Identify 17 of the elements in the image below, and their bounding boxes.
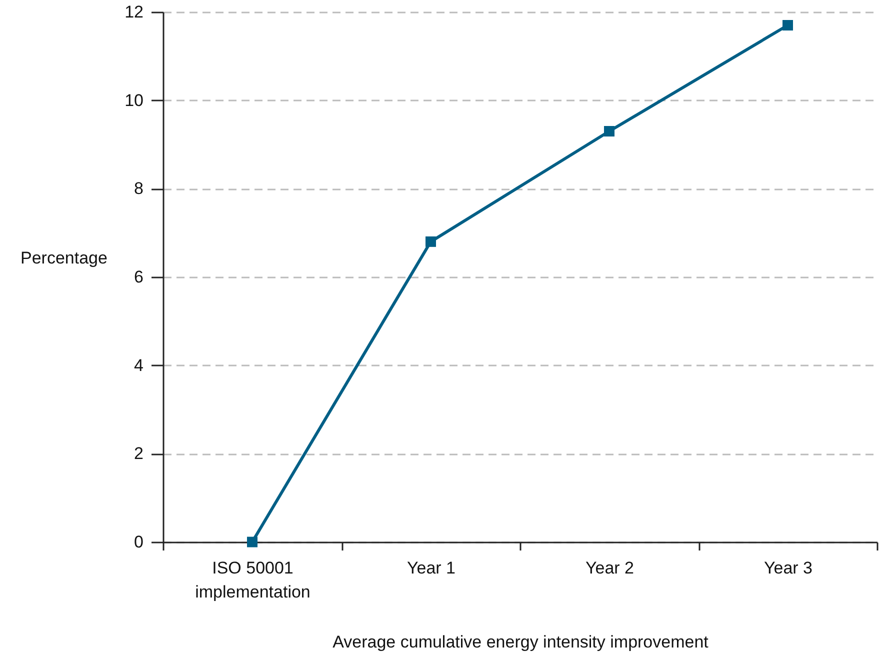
y-tick-label: 12	[124, 2, 144, 22]
x-tick-label: ISO 50001 implementation	[195, 558, 310, 602]
point	[426, 236, 436, 247]
y-tick-label: 10	[124, 90, 144, 110]
point	[604, 126, 614, 136]
x-tick-label: Year 2	[585, 558, 634, 578]
y-tick-label: 4	[134, 356, 144, 375]
x-axis-title: Average cumulative energy intensity improvement	[332, 632, 709, 652]
y-tick-label: 6	[134, 268, 144, 286]
y-tick-label: 0	[134, 532, 144, 552]
y-axis-title: Percentage	[20, 248, 108, 268]
x-tick-label: Year 1	[406, 558, 456, 578]
y-tick-label: 8	[134, 179, 144, 198]
y-tick-label: 2	[134, 444, 144, 464]
point	[782, 20, 793, 30]
x-tick-label: Year 3	[764, 558, 813, 578]
point	[247, 536, 258, 548]
